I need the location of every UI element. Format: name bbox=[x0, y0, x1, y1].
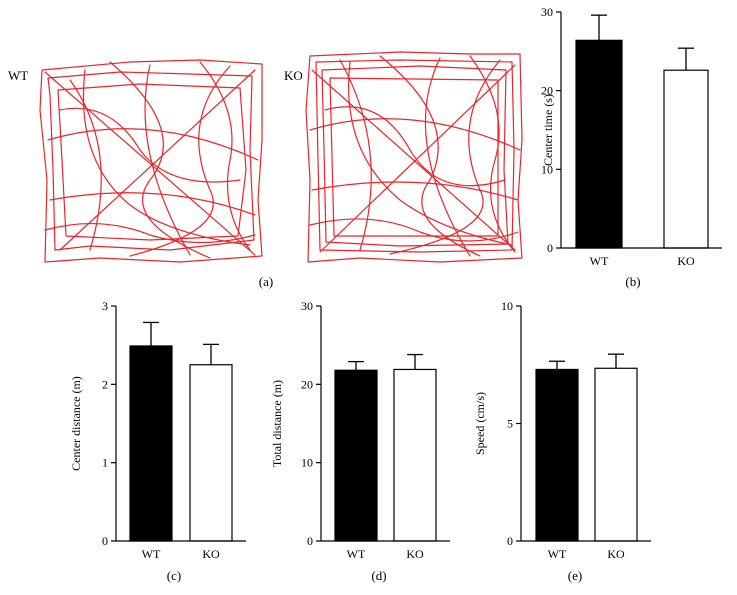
panel-label: (b) bbox=[625, 274, 640, 289]
y-tick-label: 10 bbox=[301, 456, 313, 470]
x-tick-label-ko: KO bbox=[677, 254, 695, 268]
panel-a-wt-label: WT bbox=[8, 68, 28, 83]
bar-ko bbox=[594, 367, 638, 542]
y-axis-label: Center time (s) bbox=[541, 94, 555, 166]
panel-a-ko-label: KO bbox=[284, 68, 303, 83]
y-tick-label: 0 bbox=[307, 534, 313, 548]
x-tick-label-ko: KO bbox=[406, 547, 424, 561]
bar-wt bbox=[535, 368, 579, 542]
y-axis-label: Total distance (m) bbox=[270, 380, 284, 467]
y-tick-label: 30 bbox=[301, 299, 313, 313]
x-tick-label-ko: KO bbox=[607, 547, 625, 561]
chart-center-time: WT KO 0 10 20 30 Center time (s) (b) bbox=[541, 5, 722, 289]
x-tick-label-wt: WT bbox=[548, 547, 567, 561]
panel-a: WT KO bbox=[8, 51, 523, 289]
x-tick-label-ko: KO bbox=[202, 547, 220, 561]
y-tick-label: 20 bbox=[301, 377, 313, 391]
y-axis-label: Speed (cm/s) bbox=[473, 392, 487, 455]
x-tick-label-wt: WT bbox=[347, 547, 366, 561]
chart-total-distance: WT KO 0 10 20 30 Total distance (m) (d) bbox=[270, 299, 450, 583]
panel-a-label: (a) bbox=[259, 274, 273, 289]
y-tick-label: 10 bbox=[541, 162, 553, 176]
bar-ko bbox=[189, 364, 233, 542]
y-tick-label: 2 bbox=[102, 377, 108, 391]
y-tick-label: 1 bbox=[102, 456, 108, 470]
y-tick-label: 3 bbox=[102, 299, 108, 313]
y-tick-label: 5 bbox=[507, 417, 513, 431]
bar-ko bbox=[393, 368, 437, 542]
y-tick-label: 10 bbox=[501, 299, 513, 313]
bar-wt bbox=[334, 369, 378, 542]
y-axis-label: Center distance (m) bbox=[69, 376, 83, 471]
panel-label: (e) bbox=[568, 568, 582, 583]
bar-wt bbox=[575, 39, 623, 249]
y-tick-label: 0 bbox=[507, 534, 513, 548]
x-tick-label-wt: WT bbox=[590, 254, 609, 268]
chart-center-distance: WT KO 0 1 2 3 Center distance (m) (c) bbox=[69, 299, 246, 583]
wt-trajectory bbox=[39, 59, 263, 263]
chart-speed: WT KO 0 5 10 Speed (cm/s) (e) bbox=[473, 299, 651, 583]
bar-wt bbox=[129, 345, 173, 542]
y-tick-label: 0 bbox=[547, 241, 553, 255]
x-tick-label-wt: WT bbox=[142, 547, 161, 561]
y-tick-label: 0 bbox=[102, 534, 108, 548]
panel-label: (c) bbox=[167, 568, 181, 583]
panel-label: (d) bbox=[371, 568, 386, 583]
bar-ko bbox=[663, 69, 709, 249]
y-tick-label: 20 bbox=[541, 84, 553, 98]
y-tick-label: 30 bbox=[541, 5, 553, 19]
ko-trajectory bbox=[305, 51, 523, 263]
